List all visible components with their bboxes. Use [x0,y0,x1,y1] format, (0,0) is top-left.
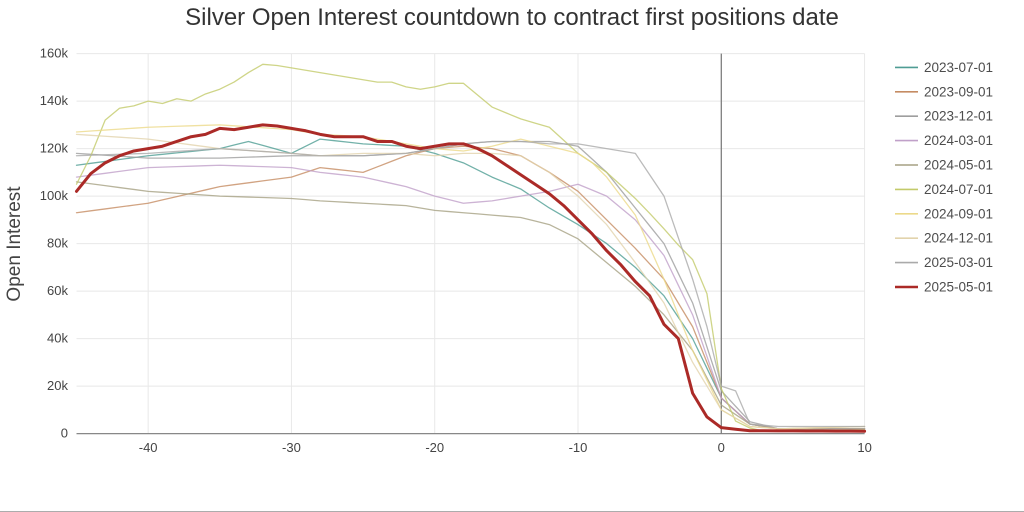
svg-text:120k: 120k [40,141,69,156]
svg-text:2023-12-01: 2023-12-01 [924,109,993,124]
svg-text:60k: 60k [47,283,68,298]
svg-text:2025-05-01: 2025-05-01 [924,280,993,295]
svg-text:20k: 20k [47,378,68,393]
svg-text:2024-12-01: 2024-12-01 [924,231,993,246]
svg-text:2024-09-01: 2024-09-01 [924,206,993,221]
svg-text:2025-03-01: 2025-03-01 [924,255,993,270]
svg-text:2023-07-01: 2023-07-01 [924,60,993,75]
svg-text:80k: 80k [47,236,68,251]
svg-text:0: 0 [718,440,725,455]
svg-text:-20: -20 [425,440,444,455]
svg-text:100k: 100k [40,188,69,203]
svg-text:2023-09-01: 2023-09-01 [924,84,993,99]
svg-text:10: 10 [857,440,871,455]
svg-text:2024-05-01: 2024-05-01 [924,158,993,173]
svg-text:140k: 140k [40,93,69,108]
svg-text:40k: 40k [47,331,68,346]
svg-text:-10: -10 [569,440,588,455]
svg-text:0: 0 [61,426,68,441]
svg-text:-40: -40 [139,440,158,455]
svg-text:2024-03-01: 2024-03-01 [924,133,993,148]
svg-text:Open Interest: Open Interest [4,186,25,302]
svg-text:160k: 160k [40,46,69,61]
svg-text:Silver Open Interest countdown: Silver Open Interest countdown to contra… [185,4,839,31]
svg-text:2024-07-01: 2024-07-01 [924,182,993,197]
svg-text:-30: -30 [282,440,301,455]
